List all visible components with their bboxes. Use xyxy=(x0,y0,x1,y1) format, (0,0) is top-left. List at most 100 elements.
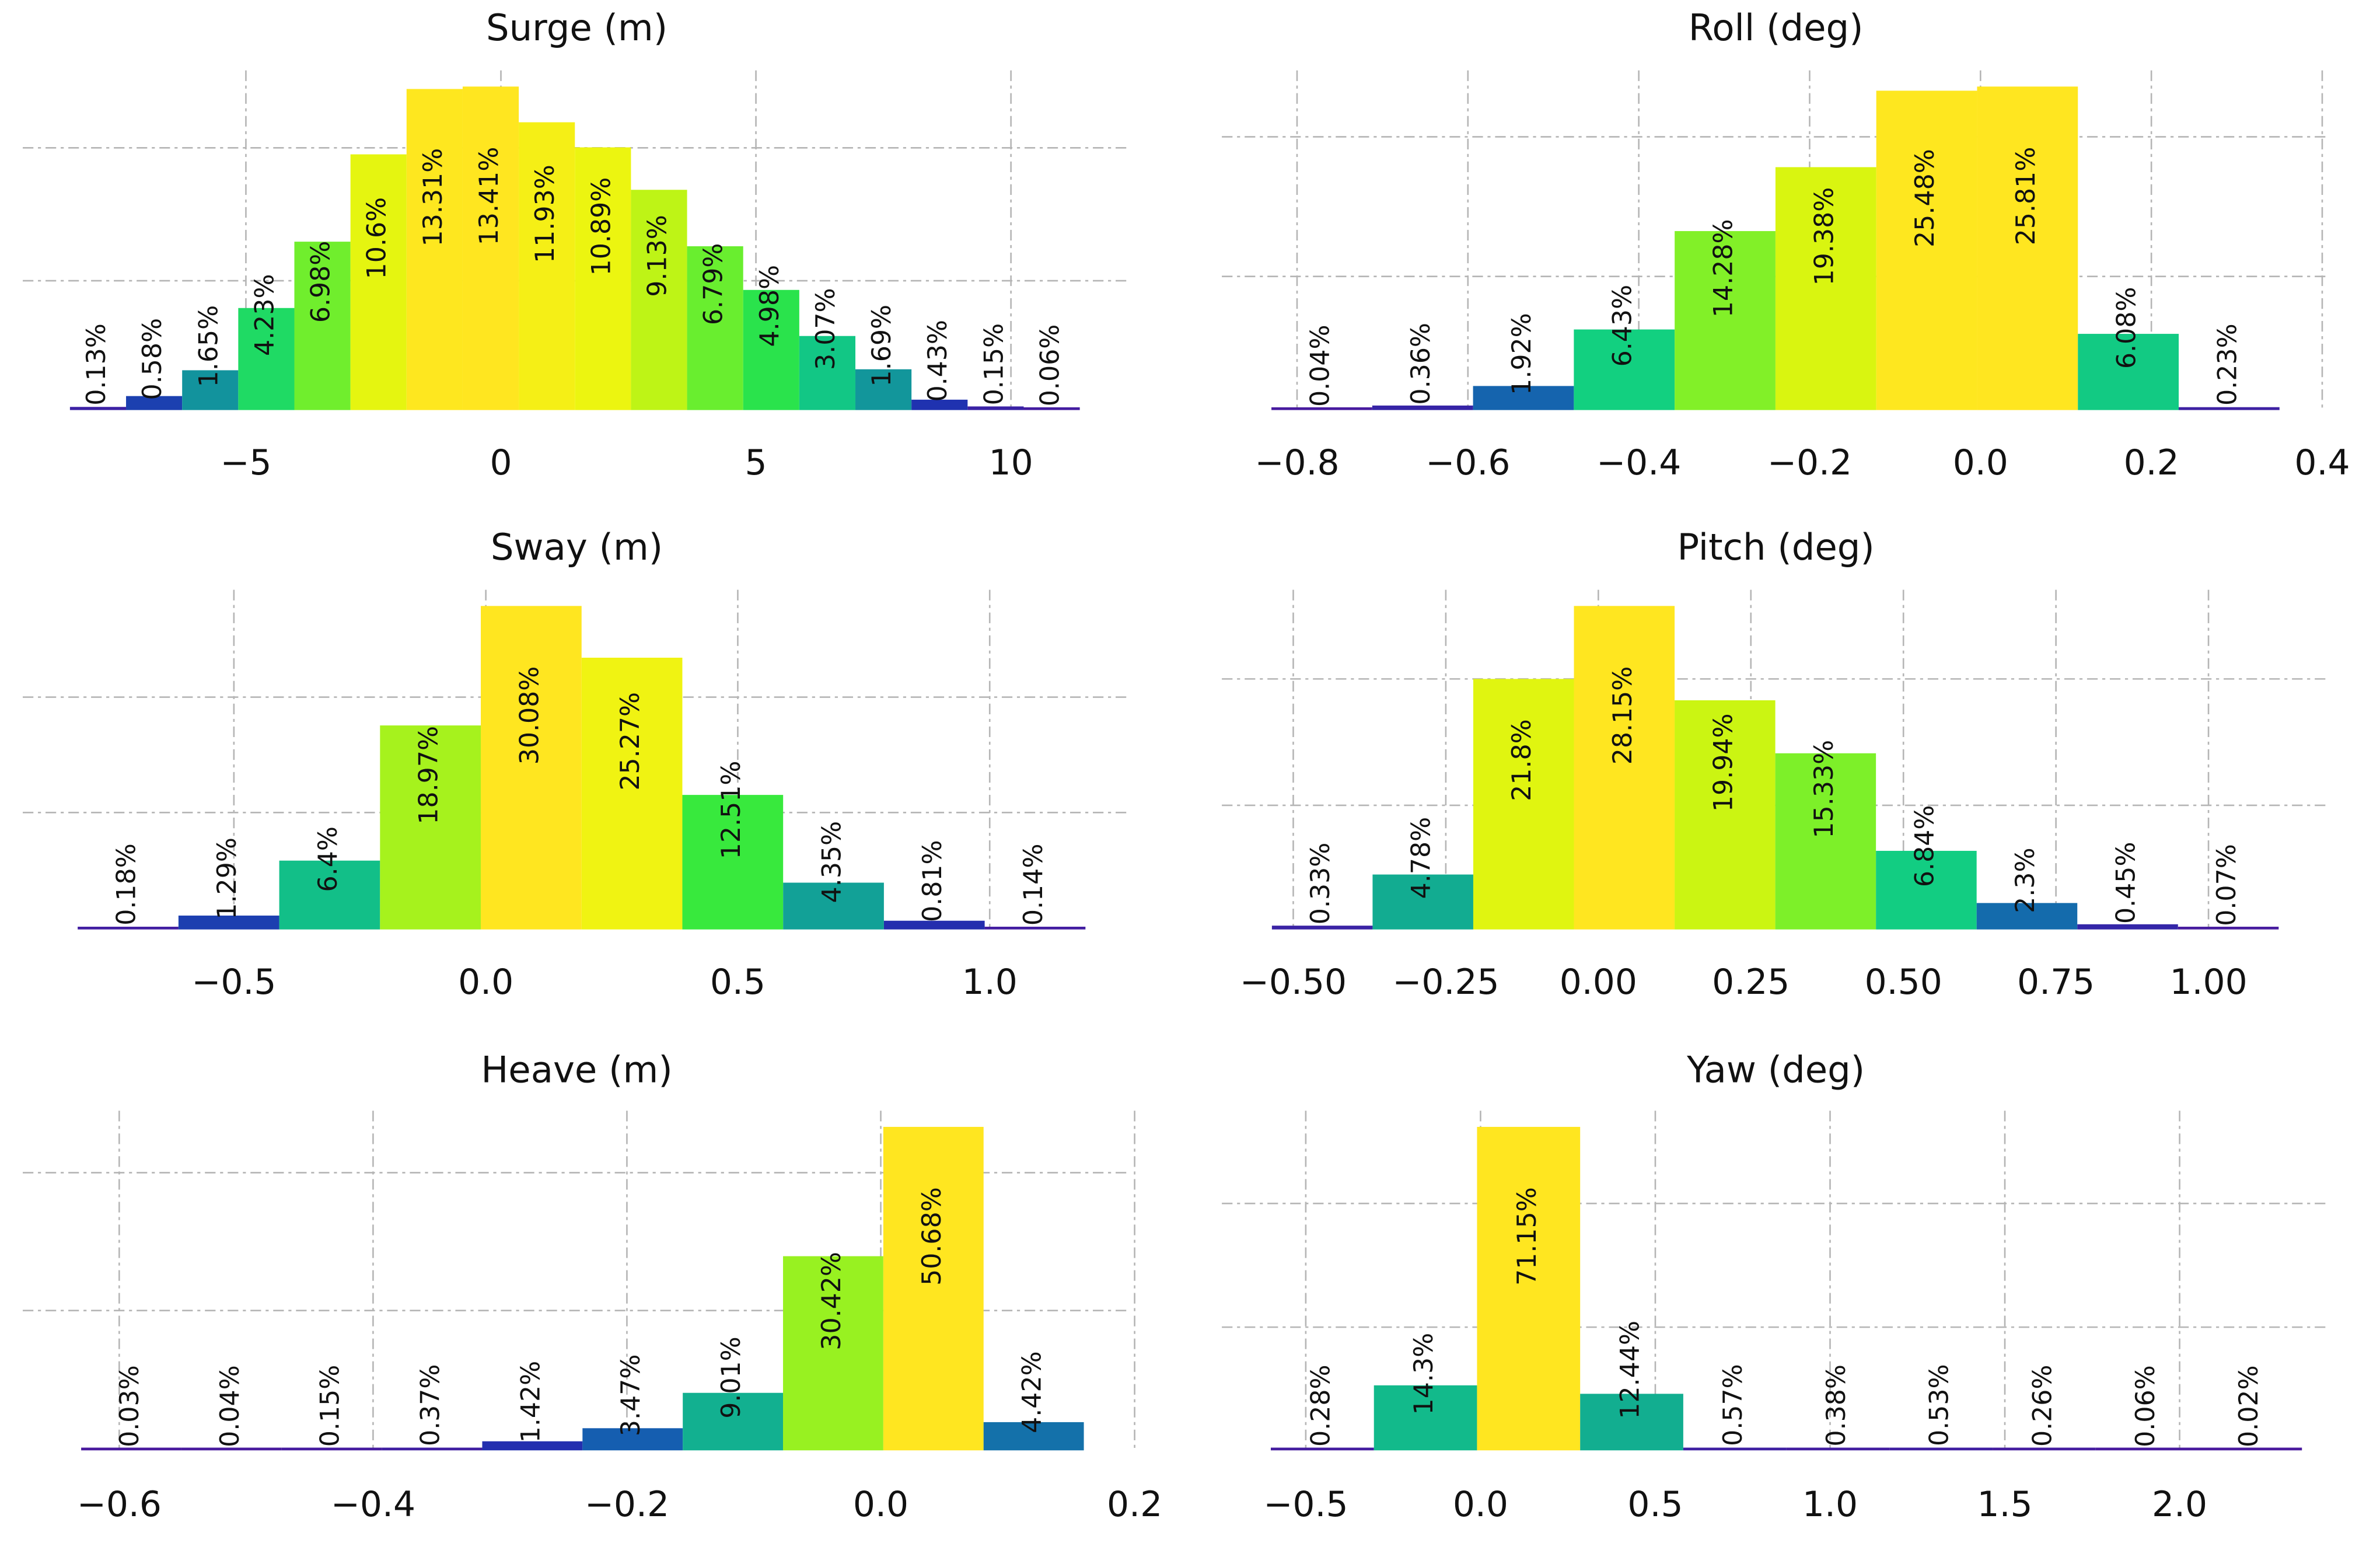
bar-value-label: 0.36% xyxy=(1406,323,1436,405)
histogram-bar xyxy=(967,406,1024,410)
bar-value-label: 0.18% xyxy=(112,843,142,926)
bar-value-label: 4.98% xyxy=(755,265,785,347)
histogram-bar xyxy=(1580,1394,1683,1451)
bar-value-label: 14.28% xyxy=(1709,219,1739,317)
histogram-bar xyxy=(1977,86,2078,410)
histogram-bar xyxy=(182,370,239,410)
histogram-bar xyxy=(783,882,884,930)
bar-value-label: 10.89% xyxy=(586,177,616,276)
histogram-bar xyxy=(294,242,351,410)
bar-value-label: 11.93% xyxy=(530,165,560,263)
histogram-bar xyxy=(279,860,380,930)
bar-value-label: 21.8% xyxy=(1507,719,1537,801)
bar-value-label: 0.58% xyxy=(138,318,167,400)
histogram-bar xyxy=(687,246,743,410)
bar-value-label: 0.26% xyxy=(2028,1365,2057,1447)
x-tick-label: 1.5 xyxy=(1977,1484,2032,1525)
histogram-bar xyxy=(1675,231,1776,410)
x-tick-label: 0.25 xyxy=(1712,962,1790,1003)
bar-value-label: 0.06% xyxy=(1036,324,1065,407)
histogram-bar xyxy=(1976,903,2078,930)
histogram-bar xyxy=(2095,1447,2199,1451)
bar-value-label: 13.31% xyxy=(418,148,448,247)
bar-value-label: 4.78% xyxy=(1407,817,1437,899)
x-tick-label: 0.5 xyxy=(710,962,766,1003)
bar-value-label: 25.81% xyxy=(2011,147,2041,246)
x-tick-label: −0.5 xyxy=(1263,1484,1348,1525)
histogram-bar xyxy=(126,396,183,410)
bar-value-label: 71.15% xyxy=(1512,1187,1542,1286)
bar-value-label: 9.01% xyxy=(717,1336,746,1419)
bar-value-label: 1.42% xyxy=(516,1361,546,1443)
histogram-bar xyxy=(81,1447,181,1451)
bar-value-label: 1.29% xyxy=(212,837,242,920)
histogram-bar xyxy=(984,926,1086,930)
bar-value-label: 30.42% xyxy=(817,1252,847,1350)
bar-value-label: 15.33% xyxy=(1809,740,1839,839)
histogram-bar xyxy=(238,308,295,410)
bar-value-label: 4.35% xyxy=(817,821,847,903)
histogram-bar xyxy=(1477,1126,1581,1451)
x-tick-label: 1.00 xyxy=(2169,962,2247,1003)
histogram-bar xyxy=(883,920,985,930)
bar-value-label: 6.43% xyxy=(1608,285,1638,367)
bar-value-label: 30.08% xyxy=(515,666,544,765)
histogram-bar xyxy=(743,289,799,410)
x-tick-label: 0.0 xyxy=(1453,1484,1508,1525)
bar-value-label: 6.98% xyxy=(306,241,336,323)
bar-value-label: 3.07% xyxy=(811,288,841,370)
histogram-bar xyxy=(350,154,407,410)
histogram-bar xyxy=(1574,329,1675,410)
histogram-bar xyxy=(682,795,784,930)
histogram-bar xyxy=(1473,386,1574,410)
histogram-bar xyxy=(1775,753,1876,930)
histogram-bar xyxy=(983,1422,1084,1451)
bar-value-label: 6.84% xyxy=(1910,805,1939,888)
histogram-bar xyxy=(2178,407,2280,410)
bar-value-label: 0.04% xyxy=(1305,324,1335,407)
bar-value-label: 50.68% xyxy=(917,1187,947,1286)
bar-value-label: 1.69% xyxy=(867,305,897,387)
bar-value-label: 0.81% xyxy=(918,840,948,922)
histogram-bar xyxy=(1372,874,1473,930)
x-tick-label: −5 xyxy=(220,442,271,483)
histogram-bar xyxy=(382,1447,483,1451)
bar-value-label: 25.48% xyxy=(1910,149,1940,247)
histogram-bar xyxy=(462,86,519,410)
subplot-title: Roll (deg) xyxy=(1689,6,1864,49)
histogram-bar xyxy=(1683,1447,1787,1451)
bar-value-label: 4.23% xyxy=(250,274,279,356)
histogram-bar xyxy=(78,926,179,930)
histogram-bar xyxy=(1775,167,1876,410)
histogram-bar xyxy=(575,147,631,410)
bar-value-label: 0.14% xyxy=(1019,844,1049,926)
x-tick-label: 0.50 xyxy=(1865,962,1942,1003)
histogram-bar xyxy=(799,336,856,410)
histogram-bar xyxy=(2077,924,2178,930)
subplot-title: Pitch (deg) xyxy=(1677,526,1875,568)
bar-value-label: 0.57% xyxy=(1718,1364,1748,1446)
subplot-title: Surge (m) xyxy=(486,6,667,49)
histogram-bar xyxy=(1270,1447,1374,1451)
bar-value-label: 0.23% xyxy=(2213,323,2242,406)
bar-value-label: 0.04% xyxy=(215,1365,245,1447)
bar-value-label: 9.13% xyxy=(642,215,672,297)
bar-value-label: 0.33% xyxy=(1306,843,1336,925)
bar-value-label: 10.6% xyxy=(362,197,392,280)
histogram-bar xyxy=(1473,679,1574,930)
bar-value-label: 3.47% xyxy=(616,1355,646,1437)
bar-value-label: 0.43% xyxy=(923,320,953,402)
x-tick-label: 1.0 xyxy=(1802,1484,1858,1525)
histogram-bar xyxy=(380,725,481,930)
subplot-heave: Heave (m) 0.03% 0.04% 0.15% 0.37% 1.42% 3.47% 9… xyxy=(23,1048,1162,1525)
histogram-bar xyxy=(1271,407,1372,410)
bar-value-label: 12.44% xyxy=(1616,1321,1645,1419)
subplot-title: Sway (m) xyxy=(491,526,663,568)
histogram-bar xyxy=(1675,700,1776,930)
subplot-sway: Sway (m) 0.18% 1.29% 6.4% 18.97% 30.08% 25.27%… xyxy=(23,526,1131,1003)
x-tick-label: 0.75 xyxy=(2017,962,2095,1003)
histogram-bar xyxy=(1374,1385,1477,1451)
bar-value-label: 12.51% xyxy=(717,761,746,860)
bar-value-label: 0.53% xyxy=(1925,1364,1955,1446)
